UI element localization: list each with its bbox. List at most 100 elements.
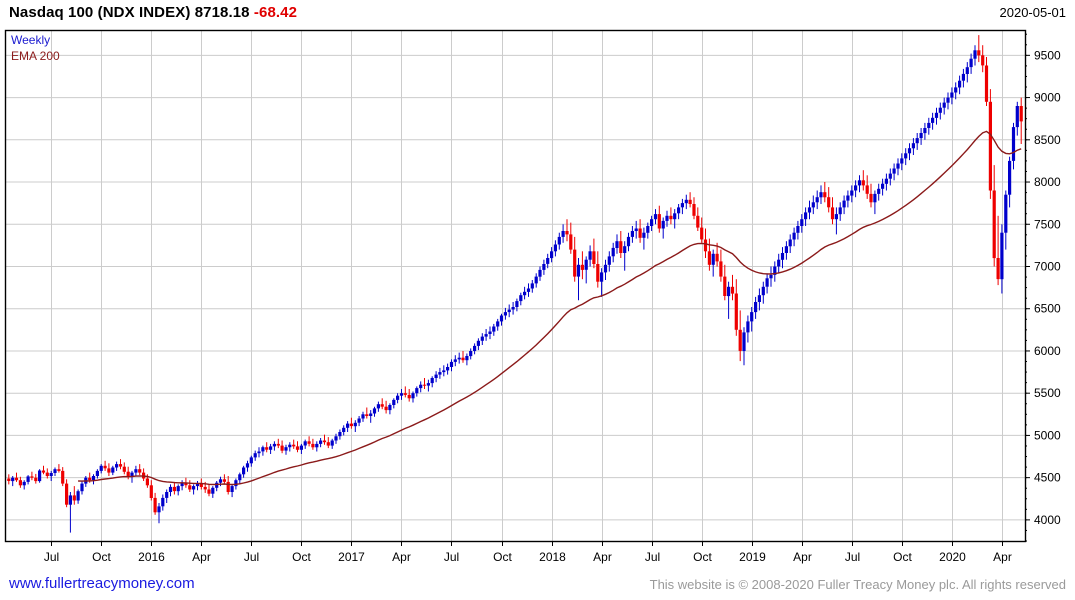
candle-body	[907, 148, 912, 154]
candle-body	[861, 180, 865, 186]
candle-body	[38, 470, 42, 482]
candle-body	[496, 321, 500, 327]
candle-body	[315, 443, 319, 448]
candle-body	[207, 489, 211, 494]
candle-body	[565, 231, 569, 235]
candle-body	[365, 414, 369, 416]
candle-body	[727, 286, 731, 297]
candle-body	[399, 393, 404, 396]
candle-body	[349, 423, 353, 427]
candle-body	[338, 432, 342, 437]
candle-body	[557, 236, 561, 245]
candle-body	[380, 404, 384, 407]
candle-body	[157, 506, 161, 513]
plot-border	[4, 29, 1027, 543]
x-tick-label: Jul	[645, 550, 660, 564]
candle-body	[765, 278, 769, 287]
y-tick-label: 4500	[1034, 471, 1061, 485]
candle-body	[61, 470, 65, 484]
site-url[interactable]: www.fullertreacymoney.com	[9, 575, 195, 592]
candle-body	[638, 228, 642, 238]
candle-body	[457, 357, 461, 360]
candle-body	[88, 477, 92, 481]
candle-body	[523, 291, 527, 296]
candle-body	[41, 470, 46, 473]
x-tick-label: Apr	[593, 550, 612, 564]
candle-body	[446, 367, 450, 371]
candle-body	[1019, 106, 1023, 122]
x-tick-label: Oct	[693, 550, 712, 564]
candle-body	[573, 249, 577, 277]
candle-body	[603, 264, 608, 273]
candle-body	[584, 259, 588, 270]
y-tick-label: 8500	[1034, 133, 1061, 147]
candle-body	[838, 207, 842, 215]
candle-body	[842, 200, 846, 208]
y-tick-label: 5000	[1034, 428, 1061, 442]
y-tick-label: 9500	[1034, 48, 1061, 62]
x-tick-label: 2019	[739, 550, 766, 564]
candle-body	[988, 101, 992, 191]
candle-body	[22, 481, 26, 486]
candle-body	[588, 251, 592, 260]
y-tick-label: 9000	[1034, 91, 1061, 105]
x-tick-label: Jul	[44, 550, 59, 564]
candle-body	[931, 117, 935, 123]
candle-body	[242, 467, 246, 475]
candle-body	[299, 445, 303, 450]
candle-body	[76, 491, 80, 501]
candle-body	[977, 50, 981, 56]
candle-body	[434, 374, 438, 378]
copyright-notice: This website is © 2008-2020 Fuller Treac…	[649, 577, 1066, 592]
candle-body	[334, 436, 338, 441]
candle-body	[245, 463, 250, 468]
candle-body	[7, 478, 11, 481]
candle-body	[145, 478, 149, 486]
candle-body	[480, 336, 484, 341]
candle-body	[465, 356, 469, 361]
candle-body	[742, 332, 746, 351]
candle-body	[665, 215, 669, 221]
candle-body	[915, 138, 919, 144]
candle-body	[18, 480, 22, 486]
candle-body	[711, 253, 715, 265]
candle-body	[680, 203, 684, 208]
x-tick-label: Oct	[493, 550, 512, 564]
candle-body	[218, 479, 223, 483]
candle-body	[830, 207, 835, 220]
candle-body	[469, 351, 473, 357]
candle-body	[99, 465, 103, 471]
candle-body	[950, 92, 954, 98]
price-chart[interactable]: 4000 4500 5000 5500 6000 6500 7000 7500 8000 8500…	[0, 28, 1075, 572]
candle-body	[607, 256, 611, 265]
candle-body	[326, 442, 330, 446]
candle-body	[222, 479, 226, 482]
price-change: -68.42	[253, 4, 298, 21]
candle-body	[650, 219, 654, 226]
candle-body	[1011, 127, 1016, 161]
candle-body	[103, 465, 107, 469]
candle-body	[761, 286, 765, 296]
candle-body	[249, 457, 253, 464]
candle-body	[823, 192, 827, 198]
candle-body	[111, 467, 115, 473]
candle-body	[996, 258, 1000, 280]
candle-body	[499, 315, 504, 322]
x-tick-label: Oct	[92, 550, 111, 564]
candle-body	[80, 483, 84, 492]
candle-body	[750, 312, 754, 322]
candlestick-plot[interactable]: 4000 4500 5000 5500 6000 6500 7000 7500 8000 8500…	[0, 28, 1075, 572]
candle-body	[938, 107, 942, 113]
candle-body	[646, 226, 650, 233]
candle-body	[784, 246, 788, 253]
candle-body	[153, 497, 157, 513]
candle-body	[615, 241, 619, 248]
candle-body	[569, 234, 573, 250]
candle-body	[484, 334, 488, 337]
candle-body	[415, 388, 419, 394]
candle-body	[426, 383, 430, 386]
candle-body	[122, 466, 126, 472]
candle-body	[669, 215, 673, 220]
candle-body	[538, 269, 542, 277]
